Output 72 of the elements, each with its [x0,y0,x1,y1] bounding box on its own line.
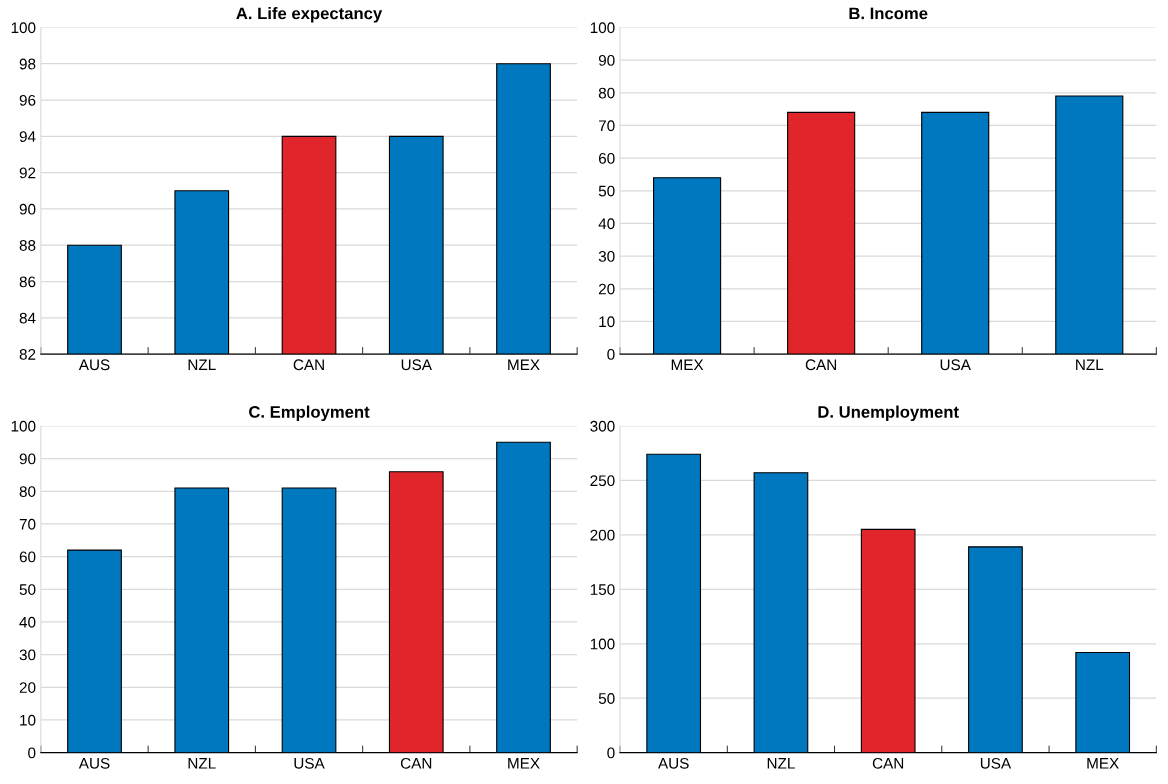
y-tick-label: 60 [598,152,615,164]
y-tick-label: 90 [19,203,36,215]
bar [968,546,1023,753]
y-tick-label: 200 [590,529,615,541]
x-tick-label: NZL [188,359,216,371]
bar [860,528,916,753]
y-tick-label: 0 [607,348,615,360]
x-tick-label: USA [401,359,432,371]
x-tick-label: USA [980,757,1012,769]
x-tick-label: CAN [400,757,432,769]
y-tick-label: 70 [598,120,615,132]
y-tick-label: 98 [19,58,36,70]
y-tick-label: 50 [19,584,36,595]
y-tick-label: 70 [19,518,36,530]
bar [281,487,337,753]
y-tick-label: 80 [598,87,615,99]
y-tick-label: 96 [19,94,36,106]
y-tick-label: 250 [590,475,615,487]
bar [1075,651,1131,753]
y-tick-label: 50 [598,185,615,197]
x-tick-label: MEX [1087,758,1119,769]
chart-title: B. Income [849,7,928,20]
y-tick-label: 300 [590,420,615,432]
y-tick-label: 0 [28,747,36,759]
x-tick-label: CAN [805,359,837,371]
x-tick-label: MEX [508,359,540,371]
x-tick-label: MEX [508,758,540,769]
bar [496,441,551,753]
x-tick-label: MEX [671,359,704,371]
y-tick-label: 150 [590,584,615,595]
y-tick-label: 82 [19,348,36,360]
chart-title: A. Life expectancy [236,7,383,23]
y-tick-label: 100 [590,638,615,650]
bar [646,453,702,753]
y-tick-label: 90 [19,453,36,465]
bar [67,549,122,753]
x-tick-label: CAN [293,359,324,371]
x-tick-label: AUS [78,359,110,371]
y-tick-label: 88 [19,240,36,251]
x-tick-label: NZL [767,758,795,769]
bar [753,472,809,753]
y-tick-label: 40 [19,616,36,628]
bar [174,487,230,753]
y-tick-label: 86 [19,276,36,288]
chart-title: D. Unemployment [818,405,959,422]
chart-title: C. Employment [249,405,370,422]
x-tick-label: NZL [188,758,216,769]
y-tick-label: 50 [598,693,615,704]
x-tick-label: USA [940,359,971,371]
y-tick-label: 100 [590,22,615,34]
y-tick-label: 90 [598,54,615,66]
y-tick-label: 92 [19,167,36,179]
y-tick-label: 80 [19,486,36,497]
x-tick-label: USA [294,757,325,769]
x-tick-label: CAN [872,757,904,769]
y-tick-label: 20 [598,283,615,295]
y-tick-label: 100 [11,22,36,34]
x-tick-label: NZL [1076,359,1104,371]
y-tick-label: 100 [11,420,36,432]
y-tick-label: 40 [598,218,615,230]
y-tick-label: 20 [19,682,36,693]
x-tick-label: AUS [658,757,689,769]
y-tick-label: 0 [607,747,615,759]
y-tick-label: 10 [20,714,36,726]
bar [388,471,444,753]
y-tick-label: 10 [599,316,615,328]
y-tick-label: 60 [19,551,36,563]
y-tick-label: 30 [598,250,615,262]
y-tick-label: 84 [19,312,36,324]
y-tick-label: 30 [19,649,36,661]
y-tick-label: 94 [19,131,36,143]
x-tick-label: AUS [78,757,110,769]
